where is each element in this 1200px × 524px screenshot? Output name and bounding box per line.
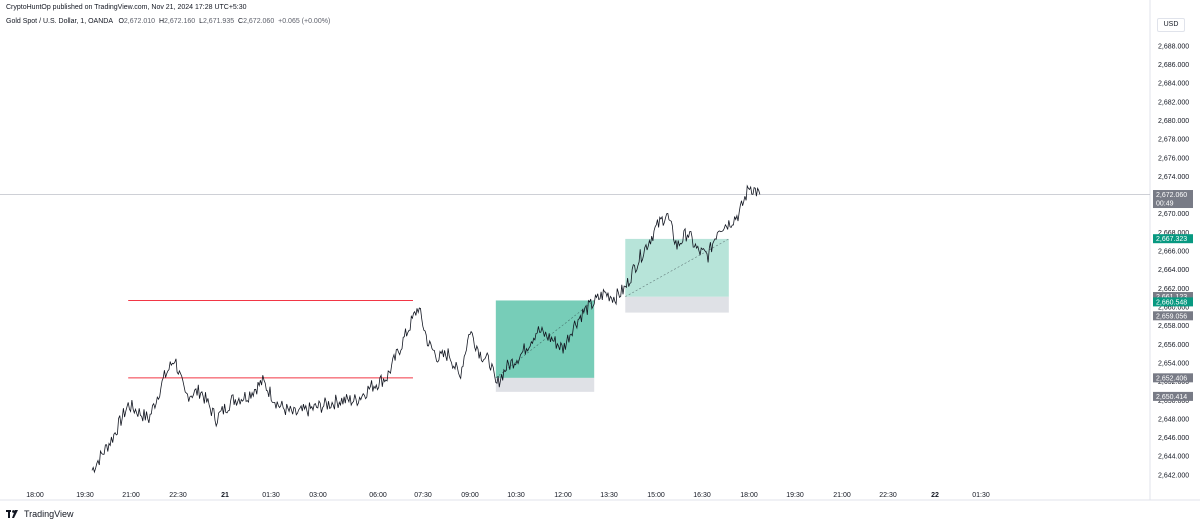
x-tick-label: 19:30	[76, 492, 94, 499]
price-tag-value: 2,667.323	[1156, 236, 1187, 243]
price-tag-value: 2,660.548	[1156, 299, 1187, 306]
x-tick-label: 06:00	[369, 492, 387, 499]
high-label: H	[158, 18, 165, 25]
y-tick-label: 2,660.000	[1158, 304, 1189, 311]
price-tag: 2,660.548	[1153, 297, 1193, 307]
x-tick-label: 13:30	[600, 492, 618, 499]
y-tick-label: 2,676.000	[1158, 155, 1189, 162]
y-tick-label: 2,652.000	[1158, 379, 1189, 386]
price-tag: 2,652.406	[1153, 373, 1193, 383]
open-value: 2,672.010	[123, 18, 156, 25]
y-tick-label: 2,654.000	[1158, 360, 1189, 367]
y-tick-label: 2,644.000	[1158, 454, 1189, 461]
price-tag-bg	[1153, 190, 1193, 209]
position-long-1-stop-zone	[495, 377, 595, 392]
y-tick-label: 2,674.000	[1158, 174, 1189, 181]
y-tick-label: 2,664.000	[1158, 267, 1189, 274]
change-value: +0.065 (+0.00%)	[278, 18, 331, 25]
low-label: L	[199, 18, 203, 25]
high-value: 2,672.160	[164, 18, 196, 25]
y-tick-label: 2,670.000	[1158, 211, 1189, 218]
brand-name: TradingView	[24, 509, 74, 519]
x-tick-label: 19:30	[786, 492, 804, 499]
x-tick-label: 22:30	[879, 492, 897, 499]
x-tick-label: 18:00	[26, 492, 44, 499]
y-tick-label: 2,646.000	[1158, 435, 1189, 442]
price-tag: 2,650.414	[1153, 391, 1193, 401]
x-tick-label: 21:00	[122, 492, 140, 499]
publisher-line: CryptoHuntOp published on TradingView.co…	[6, 4, 247, 11]
currency-selector[interactable]: USD	[1157, 18, 1185, 32]
open-label: O	[118, 18, 124, 25]
price-tag-bg	[1153, 311, 1193, 321]
price-tag: 2,672.060 00:49	[1153, 190, 1193, 209]
position-long-2-stop-zone	[625, 296, 729, 313]
x-tick-label: 01:30	[262, 492, 280, 499]
y-tick-label: 2,658.000	[1158, 323, 1189, 330]
price-tag-bg	[1153, 391, 1193, 401]
x-tick-label: 22	[931, 492, 939, 499]
position-long-1-path	[495, 300, 595, 379]
price-tag-bg	[1153, 297, 1193, 307]
x-tick-label: 21	[221, 492, 229, 499]
symbol-name: Gold Spot / U.S. Dollar, 1, OANDA	[6, 18, 113, 25]
price-tag-bg	[1153, 292, 1193, 302]
price-tag-value: 2,652.406	[1156, 375, 1187, 382]
y-tick-label: 2,684.000	[1158, 81, 1189, 88]
price-tag-value: 2,672.060	[1156, 192, 1187, 199]
x-tick-label: 18:00	[740, 492, 758, 499]
y-tick-label: 2,666.000	[1158, 249, 1189, 256]
y-tick-label: 2,678.000	[1158, 137, 1189, 144]
y-tick-label: 2,680.000	[1158, 118, 1189, 125]
x-tick-label: 07:30	[414, 492, 432, 499]
price-tag-value: 2,659.056	[1156, 313, 1187, 320]
y-tick-label: 2,656.000	[1158, 342, 1189, 349]
x-tick-label: 15:00	[647, 492, 665, 499]
x-tick-label: 10:30	[507, 492, 525, 499]
y-tick-label: 2,686.000	[1158, 62, 1189, 69]
price-tag-value: 2,650.414	[1156, 394, 1187, 401]
x-tick-label: 22:30	[169, 492, 187, 499]
price-tag-countdown: 00:49	[1156, 201, 1174, 208]
price-tag: 2,659.056	[1153, 311, 1193, 321]
close-value: 2,672.060	[243, 18, 275, 25]
y-tick-label: 2,668.000	[1158, 230, 1189, 237]
price-tag-bg	[1153, 373, 1193, 383]
price-tag-bg	[1153, 234, 1193, 244]
y-tick-label: 2,662.000	[1158, 286, 1189, 293]
y-tick-label: 2,648.000	[1158, 416, 1189, 423]
y-tick-label: 2,682.000	[1158, 99, 1189, 106]
x-tick-label: 12:00	[554, 492, 572, 499]
price-tag: 2,667.323	[1153, 234, 1193, 244]
tradingview-logo-icon	[6, 509, 18, 518]
x-tick-label: 21:00	[833, 492, 851, 499]
y-tick-label: 2,688.000	[1158, 43, 1189, 50]
x-tick-label: 01:30	[972, 492, 990, 499]
close-label: C	[238, 18, 244, 25]
x-tick-label: 16:30	[693, 492, 711, 499]
symbol-legend: Gold Spot / U.S. Dollar, 1, OANDA O2,672…	[6, 18, 330, 25]
price-series-line	[91, 184, 761, 474]
x-tick-label: 03:00	[309, 492, 327, 499]
x-tick-label: 09:00	[461, 492, 479, 499]
footer: TradingView	[6, 509, 74, 519]
y-tick-label: 2,642.000	[1158, 472, 1189, 479]
y-tick-label: 2,650.000	[1158, 398, 1189, 405]
low-value: 2,671.935	[202, 18, 235, 25]
